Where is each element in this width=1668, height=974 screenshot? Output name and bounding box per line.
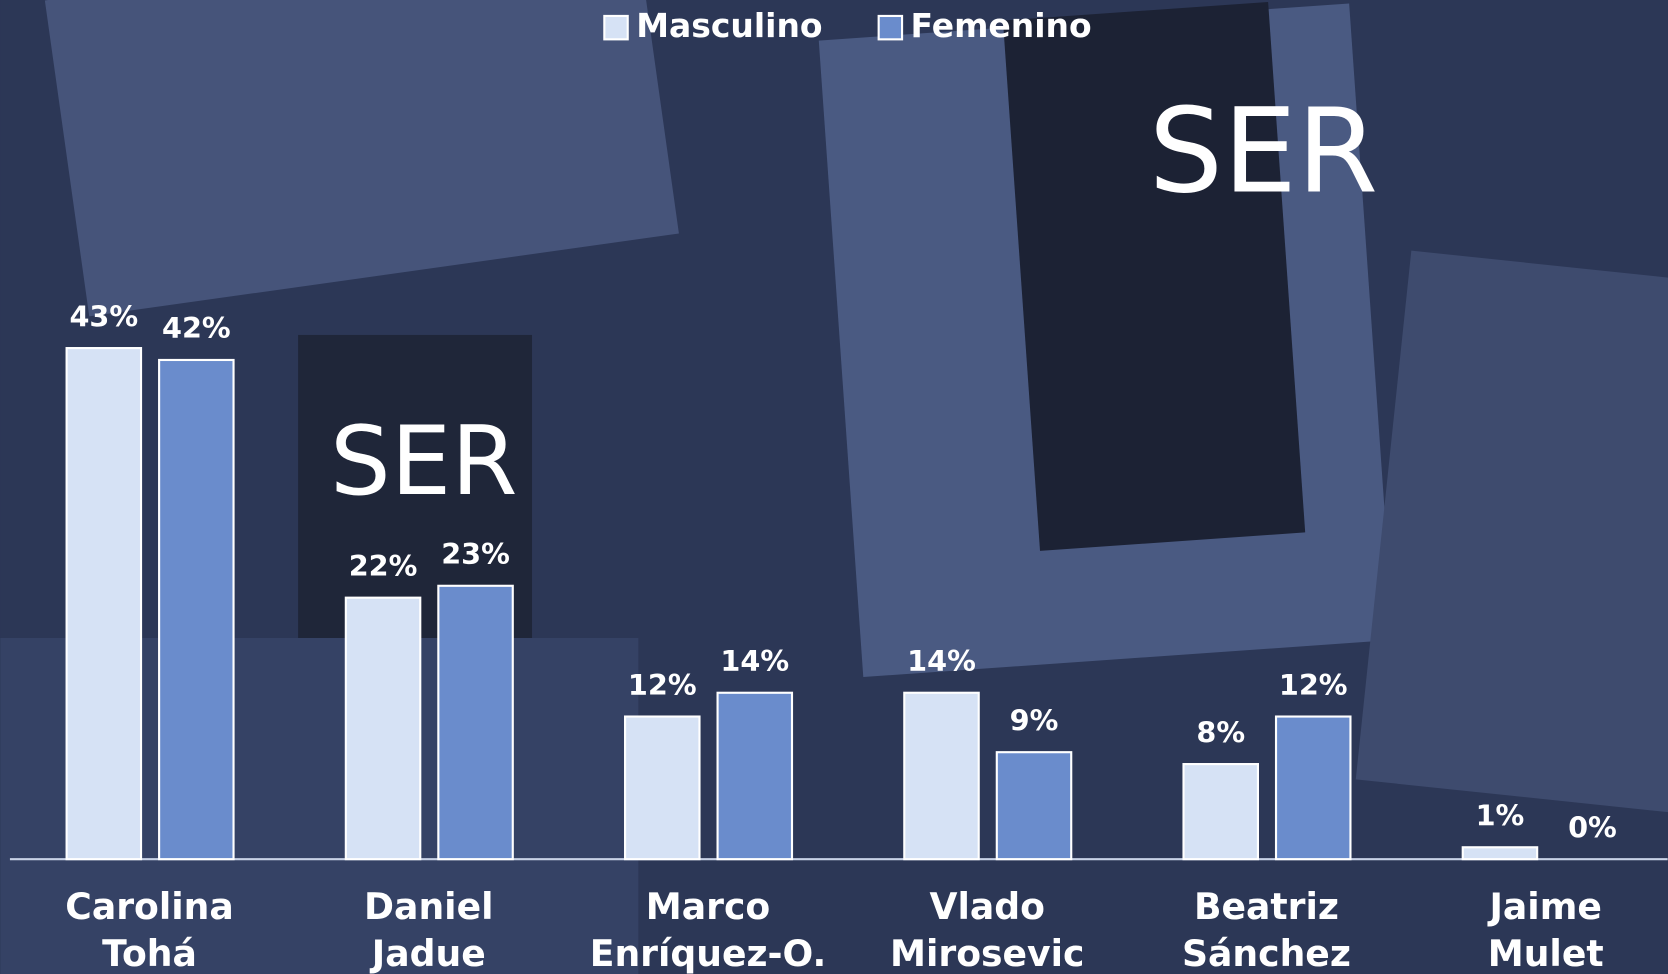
bg-text: SER (330, 405, 518, 517)
bar (903, 691, 980, 861)
bar (1274, 715, 1352, 861)
value-label: 42% (162, 311, 231, 345)
value-label: 22% (349, 549, 418, 583)
bar (995, 751, 1073, 861)
bar (65, 347, 143, 861)
bar (1461, 846, 1539, 861)
value-label: 14% (720, 644, 789, 678)
x-tick-label: Carolina Tohá (65, 885, 233, 974)
bar (623, 715, 701, 861)
x-tick-label: Jaime Mulet (1486, 885, 1603, 974)
value-label: 12% (628, 668, 697, 702)
bar (716, 691, 794, 861)
value-label: 9% (1010, 703, 1059, 737)
x-tick-label: Vlado Mirosevic (890, 885, 1084, 974)
bar (437, 584, 514, 861)
value-label: 0% (1568, 810, 1617, 844)
value-label: 43% (69, 299, 138, 333)
x-tick-label: Daniel Jadue (364, 885, 493, 974)
value-label: 14% (907, 644, 976, 678)
value-label: 12% (1279, 668, 1348, 702)
x-tick-label: Marco Enríquez-O. (590, 885, 826, 974)
x-tick-label: Beatriz Sánchez (1182, 885, 1351, 974)
legend-swatch (877, 14, 904, 41)
bar (1182, 763, 1260, 861)
bg-text: SER (1149, 83, 1378, 220)
legend-label: Masculino (636, 6, 822, 45)
value-label: 23% (441, 537, 510, 571)
legend-label: Femenino (911, 6, 1092, 45)
bar (344, 596, 422, 861)
legend-swatch (603, 14, 629, 41)
value-label: 8% (1196, 715, 1245, 749)
bar (158, 358, 235, 861)
value-label: 1% (1476, 799, 1525, 833)
